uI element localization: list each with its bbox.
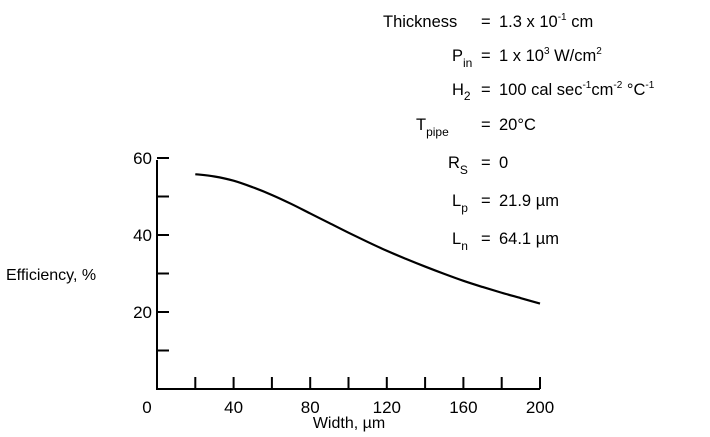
param-pin: Pin = 1 x 103 W/cm2 [452, 46, 602, 71]
x-ticks [194, 377, 541, 389]
param-rs: RS = 0 [448, 154, 508, 178]
x-tick-label-0: 0 [142, 398, 151, 417]
x-tick-label-120: 120 [373, 398, 401, 417]
param-h2: H2 = 100 cal sec-1cm-2 °C-1 [452, 80, 655, 104]
x-tick-label-80: 80 [301, 398, 320, 417]
y-tick-label-20: 20 [133, 303, 152, 322]
x-tick-label-40: 40 [224, 398, 243, 417]
param-thickness: Thickness = 1.3 x 10-1 cm [383, 12, 593, 31]
y-tick-label-60: 60 [133, 149, 152, 168]
efficiency-curve [195, 173, 541, 305]
x-tick-labels: 0 40 80 120 160 200 [142, 398, 554, 417]
x-axis-label: Width, µm [313, 415, 385, 432]
y-tick-labels: 20 40 60 [133, 149, 152, 322]
x-tick-label-200: 200 [526, 398, 554, 417]
parameter-list: Thickness = 1.3 x 10-1 cm Pin = 1 x 103 … [383, 12, 655, 254]
y-axis-label: Efficiency, % [6, 267, 96, 284]
x-tick-label-160: 160 [449, 398, 477, 417]
param-lp: Lp = 21.9 µm [452, 192, 559, 216]
y-ticks [157, 157, 169, 352]
param-tpipe: Tpipe = 20°C [416, 116, 536, 140]
param-ln: Ln = 64.1 µm [452, 230, 559, 254]
y-tick-label-40: 40 [133, 226, 152, 245]
